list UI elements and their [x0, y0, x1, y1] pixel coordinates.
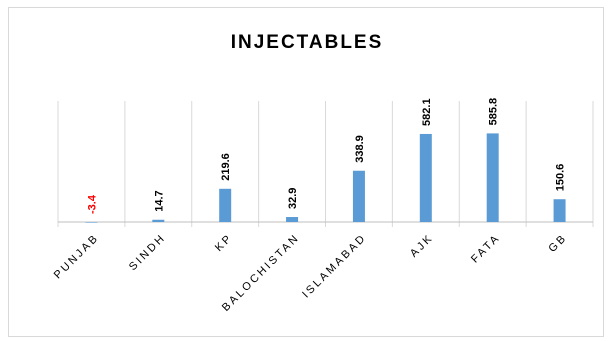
tick-label-punjab: PUNJAB	[52, 232, 102, 282]
chart-frame	[8, 7, 604, 337]
data-label-ajk: 582.1	[421, 98, 433, 126]
bar-punjab	[85, 222, 98, 223]
bar-gb	[553, 199, 566, 222]
tick-label-balochistan: BALOCHISTAN	[220, 232, 302, 314]
tick-label-ajk: AJK	[408, 232, 436, 260]
bar-islamabad	[352, 170, 365, 222]
chart-title: INJECTABLES	[230, 32, 384, 53]
bar-balochistan	[286, 217, 299, 222]
data-label-kp: 219.6	[220, 153, 232, 181]
tick-label-sindh: SINDH	[127, 232, 169, 274]
tick-label-fata: FATA	[469, 232, 503, 266]
data-label-sindh: 14.7	[153, 190, 165, 211]
tick-label-kp: KP	[213, 232, 235, 254]
data-label-islamabad: 338.9	[354, 135, 366, 163]
bar-kp	[219, 188, 232, 222]
data-label-fata: 585.8	[488, 98, 500, 126]
bar-sindh	[152, 219, 165, 222]
data-label-balochistan: 32.9	[287, 188, 299, 209]
tick-label-islamabad: ISLAMABAD	[300, 232, 369, 301]
tick-label-gb: GB	[546, 232, 569, 255]
data-label-punjab: -3.4	[86, 194, 98, 214]
data-label-gb: 150.6	[555, 164, 567, 192]
bar-ajk	[419, 133, 432, 222]
bar-fata	[486, 133, 499, 222]
